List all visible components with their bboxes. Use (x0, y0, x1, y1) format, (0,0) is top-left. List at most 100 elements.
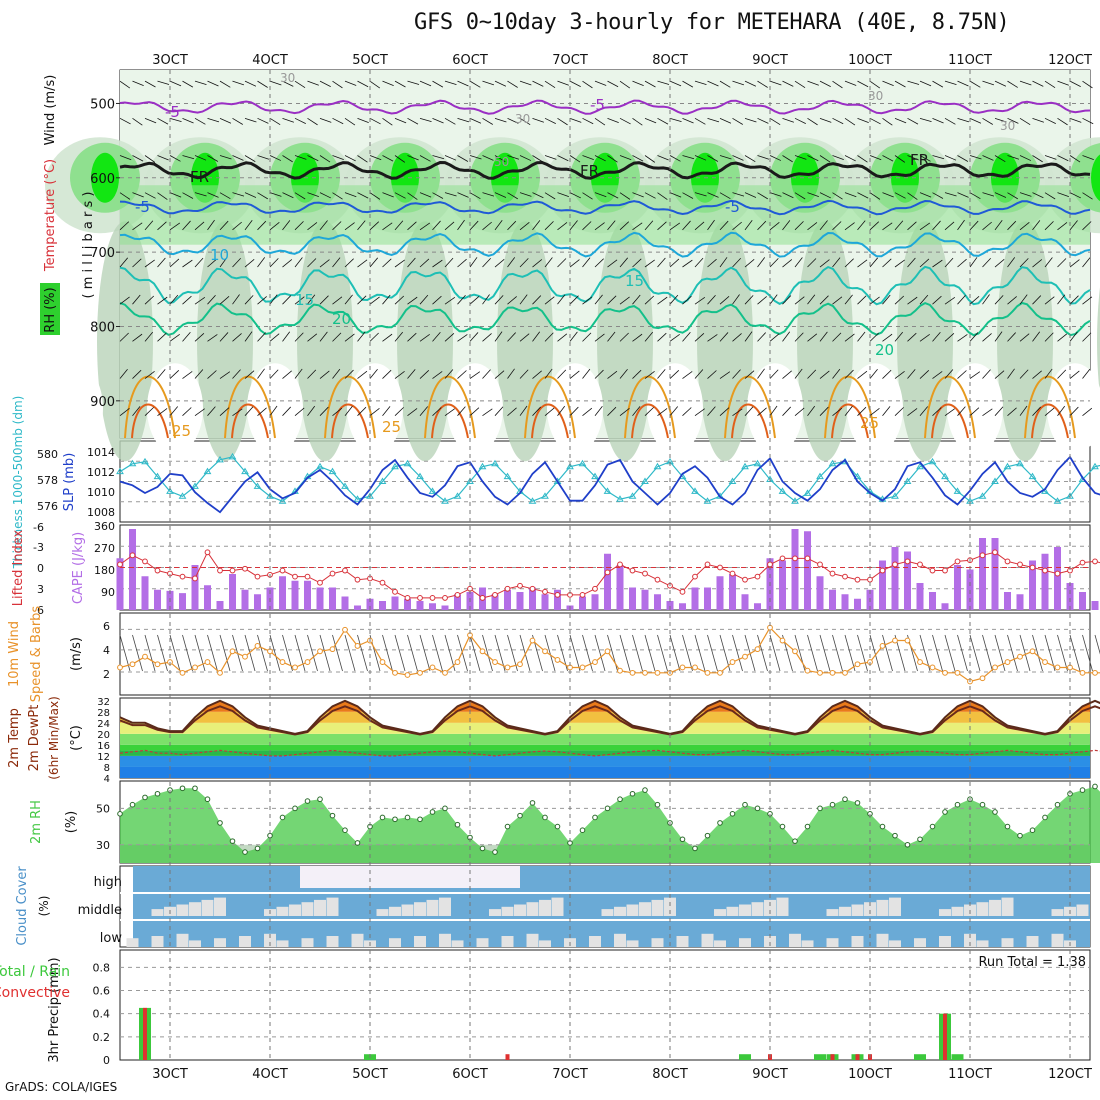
wind-barb (919, 117, 932, 123)
wind-barb (532, 406, 541, 416)
rh-2m-point (242, 849, 248, 855)
thickness-series-point (1091, 462, 1099, 470)
wind-barb (519, 333, 530, 342)
wind-barb-10m (844, 634, 856, 672)
cloud-level-label: high (94, 875, 122, 890)
wind-barb-10m (457, 634, 468, 672)
precip-convective-bar (855, 1054, 860, 1060)
rh-2m-point (904, 841, 911, 848)
wind-barb (1044, 221, 1054, 231)
wind-barb (957, 80, 969, 87)
contour-label: 30 (280, 71, 295, 85)
cloud-middle-cell (864, 902, 876, 916)
wind-barb (232, 408, 243, 417)
wind-barb (444, 333, 455, 342)
wind-barb (832, 296, 843, 305)
lifted-index-series-point (292, 573, 298, 580)
wind-barb (257, 296, 267, 305)
wind-barb (469, 332, 479, 342)
wind-barb (519, 369, 529, 379)
wind-barb (157, 408, 168, 417)
cloud-level-label: middle (78, 903, 122, 918)
wind-barb (269, 405, 278, 416)
wind-barb (732, 333, 742, 342)
wind-barb (769, 80, 782, 86)
wind-barb (732, 294, 740, 305)
wind-barb (732, 80, 745, 86)
wind-barb (269, 80, 282, 86)
cloud-low-cell (264, 933, 276, 947)
rh-2m-point (929, 823, 936, 830)
wind-barb (157, 332, 167, 342)
wind-barb (732, 221, 742, 231)
isotherm-25-loop (624, 375, 676, 439)
wind-barb (1069, 155, 1081, 163)
contour-label: -5 (725, 198, 740, 216)
cape-bar (154, 589, 161, 610)
wind-barb (957, 219, 965, 231)
wind-barb-10m (282, 634, 293, 672)
wind-barb (1082, 296, 1093, 305)
wind-barb (444, 369, 454, 379)
wind-barb (857, 155, 868, 163)
li-tick-label: -6 (33, 521, 44, 534)
cape-bar (816, 576, 824, 610)
wind-barb (894, 259, 905, 268)
wind-barb (157, 155, 169, 161)
wind-barb (982, 333, 992, 342)
wind-barb (207, 258, 217, 268)
wind-barb-10m (269, 634, 281, 672)
wind-barb (844, 80, 857, 86)
wind-barb (157, 369, 166, 379)
thickness-tick-label: 578 (37, 474, 58, 487)
wind-barb (232, 221, 242, 231)
cape-bar (829, 589, 836, 610)
wind-barb (307, 405, 316, 416)
wind-barb (382, 294, 391, 305)
wind-barb (357, 370, 368, 379)
thickness-series-point (378, 477, 387, 484)
precip-legend-convective: Convective (0, 985, 70, 1001)
wind-speed-series-point (229, 648, 236, 655)
wind-barb (532, 370, 542, 379)
wind-barb (257, 332, 266, 342)
wind-barb (169, 192, 182, 198)
wind-barb (732, 408, 743, 417)
wind-barb (844, 192, 857, 198)
contour-label: FR (190, 168, 209, 186)
wind-barb (869, 155, 882, 161)
rh-2m-point (654, 801, 661, 808)
wind-barb (982, 192, 995, 197)
x-tick-label-bottom: 3OCT (152, 1067, 188, 1082)
wind-barb (357, 155, 368, 163)
cloud-low-cell (876, 933, 889, 947)
wind-barb (982, 80, 995, 86)
cloud-low-cell (764, 936, 776, 947)
wind-barb (482, 80, 495, 86)
rh-2m-point (267, 832, 273, 839)
wind-barb-10m (732, 634, 743, 672)
lifted-index-series-point (1017, 561, 1023, 568)
wind-barb (994, 258, 1005, 268)
cape-bar (216, 601, 224, 610)
wind-barb (1019, 192, 1032, 197)
wind-barb (457, 294, 466, 305)
wind-barb (207, 192, 219, 198)
wind-speed-series-point (492, 659, 498, 665)
thickness-series-point (953, 487, 962, 494)
wind-barb-10m (657, 634, 668, 672)
wind-barb (769, 369, 779, 379)
lifted-index-series-point (379, 579, 386, 586)
thickness-series-point (603, 487, 612, 494)
rh-2m-point (642, 787, 648, 793)
wind-barb (632, 192, 644, 198)
wind-barb (369, 407, 380, 417)
wind-barb (632, 294, 641, 305)
rh-2m-point (1092, 783, 1098, 790)
wind-barb-10m (407, 634, 418, 672)
wind-barb (194, 192, 207, 197)
rh-dry-pocket (47, 363, 103, 454)
wind-barb-10m (157, 634, 168, 672)
wind-barb (369, 80, 381, 89)
rh-unit-label: (%) (64, 811, 79, 834)
